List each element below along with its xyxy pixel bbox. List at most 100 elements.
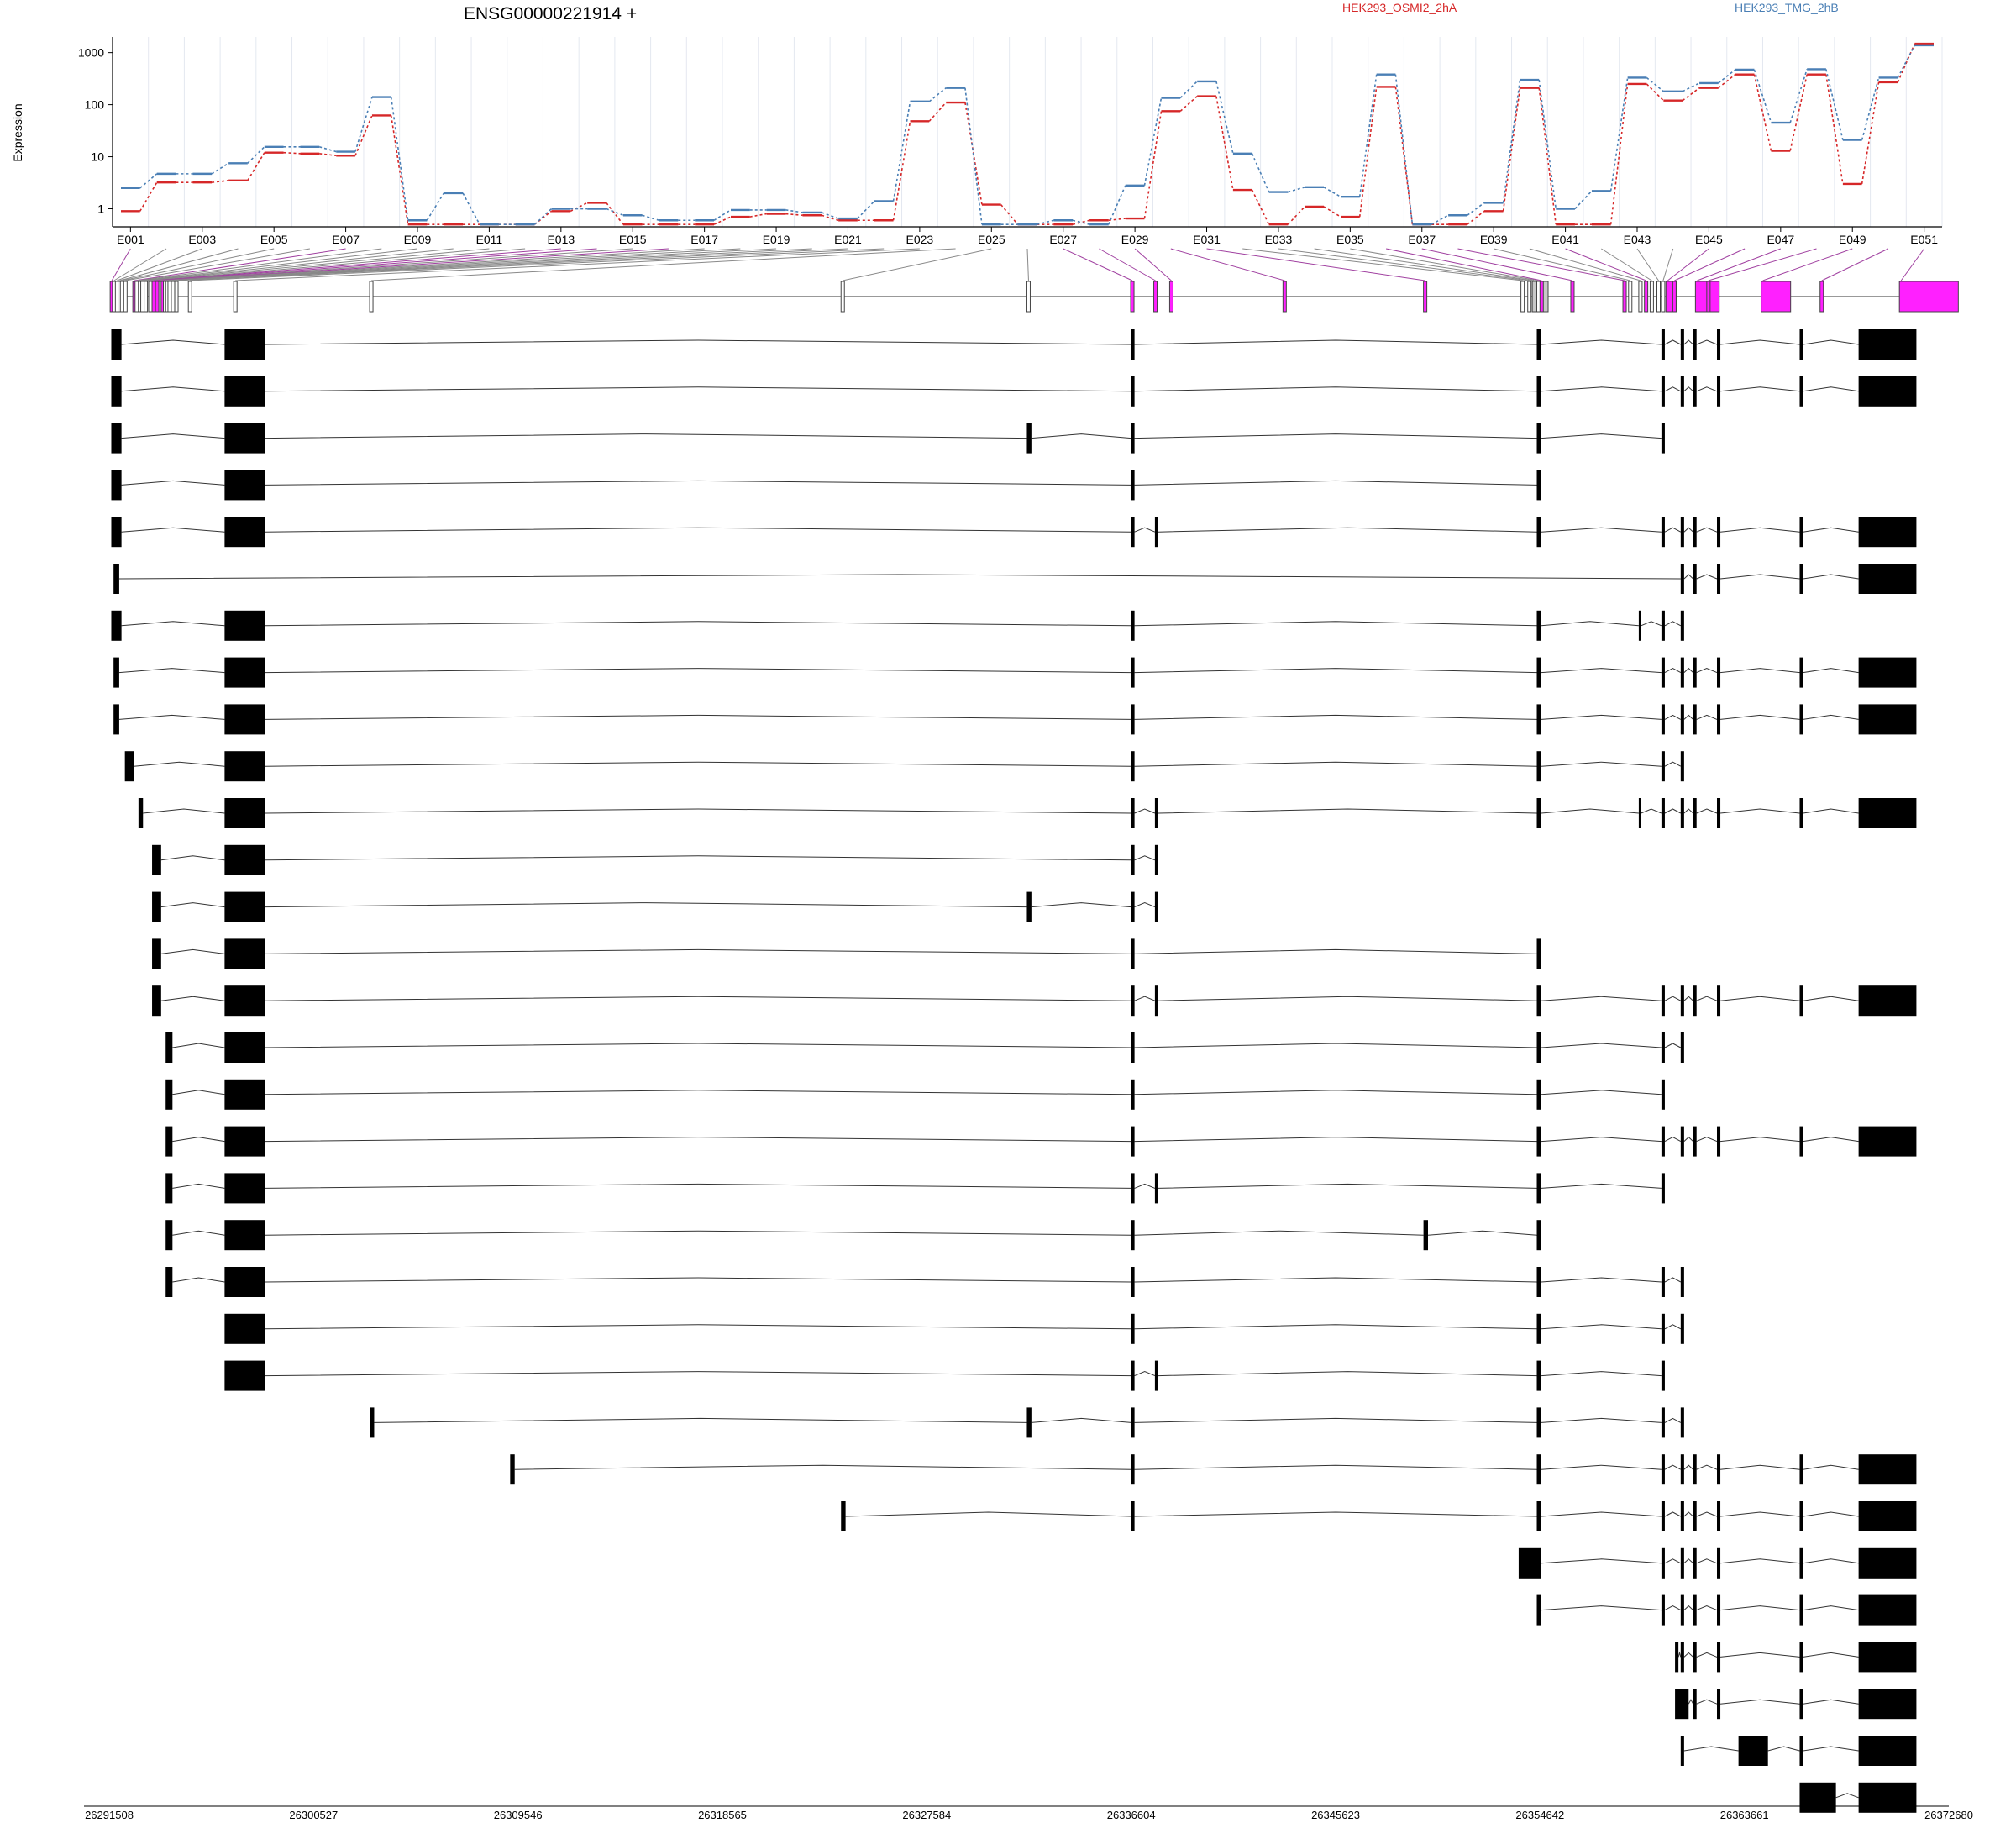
exon-connector — [154, 248, 561, 281]
transcript-exon — [111, 610, 122, 641]
transcript-intron — [1541, 339, 1662, 345]
transcript-exon — [165, 1220, 173, 1251]
transcript-exon — [1799, 704, 1803, 735]
transcript-intron — [1683, 667, 1694, 673]
transcript-exon — [1536, 1501, 1541, 1531]
transcript-exon — [1858, 376, 1917, 407]
transcript-intron — [1683, 1652, 1694, 1658]
transcript-exon — [1536, 1594, 1541, 1626]
expression-step — [1897, 45, 1916, 78]
gene-model-exon — [1656, 281, 1662, 313]
transcript-track — [111, 470, 1541, 501]
expression-step — [1609, 77, 1629, 192]
transcript-exon — [1858, 329, 1917, 360]
transcript-track — [165, 1079, 1665, 1110]
transcript-intron — [1803, 1511, 1859, 1517]
transcript-exon — [1716, 657, 1721, 688]
transcript-exon — [1680, 610, 1684, 641]
expression-step — [1108, 185, 1126, 225]
exon-connector — [1667, 248, 1709, 281]
genomic-axis: 26291508 26300527 26309546 26318565 26327584… — [84, 1805, 1973, 1821]
transcript-exon — [1536, 470, 1541, 501]
transcript-intron — [1664, 1511, 1682, 1517]
transcript-exon — [1693, 1594, 1697, 1626]
transcript-exon — [1536, 1032, 1541, 1063]
expression-step — [1897, 43, 1916, 83]
transcript-track — [165, 1220, 1541, 1251]
transcript-exon — [1536, 1267, 1541, 1297]
transcript-exon — [1716, 1642, 1721, 1673]
transcript-exon — [1518, 1547, 1541, 1579]
transcript-exon — [1661, 1501, 1665, 1531]
transcript-exon — [1799, 657, 1803, 688]
transcript-exon — [113, 564, 119, 594]
legend-label-series-1: HEK293_OSMI2_2hA — [1342, 1, 1457, 14]
exon-connector — [235, 248, 920, 281]
transcript-intron — [160, 902, 225, 908]
expression-step — [390, 115, 409, 225]
transcript-exon — [1858, 798, 1917, 828]
exon-connector — [150, 248, 526, 281]
transcript-intron — [172, 1277, 225, 1283]
transcript-exon — [1131, 1220, 1135, 1251]
transcript-exon — [111, 376, 122, 407]
transcript-track — [138, 798, 1917, 828]
transcript-intron — [1134, 668, 1537, 674]
transcript-intron — [1541, 433, 1662, 439]
transcript-intron — [1664, 1324, 1682, 1330]
transcript-exon — [1661, 1454, 1665, 1485]
transcript-exon — [111, 470, 122, 501]
expression-step — [1825, 74, 1844, 185]
gene-model-exon — [167, 281, 172, 313]
transcript-track — [152, 844, 1158, 875]
gene-model-exon — [155, 281, 160, 313]
transcript-exon — [224, 938, 265, 969]
transcript-intron — [1541, 1324, 1662, 1330]
expression-step — [1251, 153, 1270, 192]
transcript-intron — [172, 1183, 225, 1189]
transcript-exon — [1131, 610, 1135, 641]
transcript-exon — [1661, 1126, 1665, 1157]
transcript-intron — [1803, 1464, 1859, 1470]
transcript-intron — [1541, 1137, 1662, 1143]
transcript-intron — [1541, 714, 1662, 720]
exon-connector — [1708, 248, 1817, 281]
transcript-intron — [1696, 996, 1718, 1001]
transcript-intron — [1803, 996, 1859, 1001]
expression-step — [1825, 69, 1844, 140]
transcript-exon — [152, 844, 161, 875]
transcript-intron — [1641, 808, 1662, 814]
transcript-intron — [1719, 1511, 1800, 1517]
transcript-exon — [1026, 1407, 1032, 1438]
transcript-intron — [1803, 1137, 1859, 1143]
transcript-intron — [1541, 621, 1639, 627]
expression-step — [1646, 83, 1664, 102]
transcript-exon — [1680, 376, 1684, 407]
transcript-intron — [1696, 386, 1718, 392]
transcript-exon — [1858, 1782, 1917, 1813]
transcript-intron — [1134, 621, 1537, 627]
transcript-intron — [1134, 1464, 1537, 1470]
transcript-exon — [1680, 1032, 1684, 1063]
transcript-intron — [118, 574, 1681, 580]
transcript-intron — [1134, 902, 1156, 908]
transcript-exon — [1799, 1547, 1803, 1579]
transcript-exon — [224, 1126, 265, 1157]
transcript-intron — [1719, 527, 1800, 533]
transcript-exon — [1693, 1126, 1697, 1157]
exon-connector — [176, 248, 848, 281]
transcript-exon — [1799, 1454, 1803, 1485]
transcript-exon — [1131, 798, 1135, 828]
gene-model-exon — [1153, 281, 1158, 313]
transcript-intron — [1134, 1324, 1537, 1330]
exon-connector — [1457, 248, 1625, 281]
expression-step — [247, 146, 265, 164]
transcript-exon — [1858, 985, 1917, 1017]
expression-step — [1467, 210, 1485, 225]
transcript-exon — [1131, 938, 1135, 969]
exon-connector — [1636, 248, 1659, 281]
transcript-intron — [1134, 1511, 1537, 1517]
transcript-intron — [1696, 1558, 1718, 1564]
transcript-intron — [1803, 668, 1859, 674]
transcript-intron — [1664, 1043, 1682, 1048]
